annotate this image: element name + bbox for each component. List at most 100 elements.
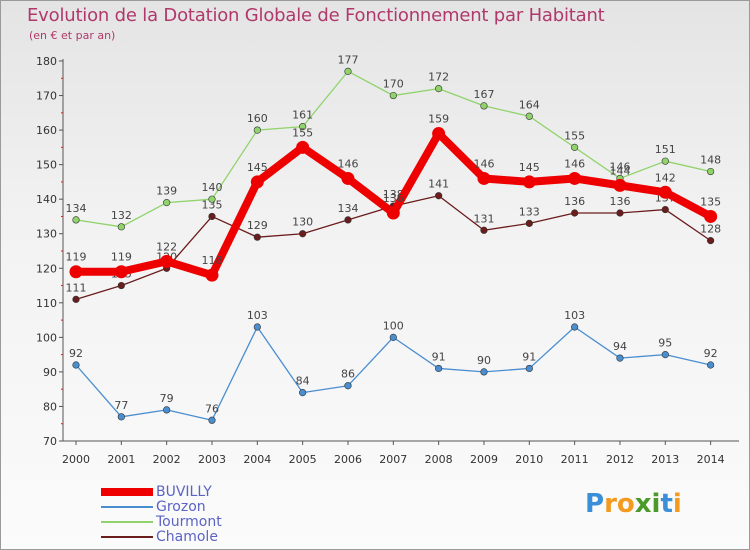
data-label-grozon: 94 [613,340,627,353]
data-point-tourmont [344,67,352,75]
data-label-buvilly: 136 [383,192,404,205]
data-point-buvilly [568,171,582,185]
data-point-buvilly [341,171,355,185]
data-label-grozon: 92 [704,347,718,360]
logo-letter: P [585,489,605,519]
legend-label-buvilly: BUVILLY [156,484,212,500]
y-tick-label: 90 [43,366,57,379]
data-label-tourmont: 140 [201,181,222,194]
chart-subtitle: (en € et par an) [29,29,116,42]
legend-swatch-grozon [101,506,153,508]
data-label-grozon: 103 [247,309,268,322]
data-point-grozon [72,361,80,369]
data-point-buvilly [522,175,536,189]
y-tick-label: 120 [36,262,57,275]
data-label-buvilly: 122 [156,240,177,253]
data-point-buvilly [704,209,718,223]
data-point-grozon [707,361,715,369]
data-label-tourmont: 177 [337,53,358,66]
data-point-grozon [661,351,669,359]
data-label-tourmont: 134 [66,202,87,215]
data-label-grozon: 91 [522,350,536,363]
x-tick-label: 2010 [515,453,543,466]
data-point-buvilly [296,140,310,154]
data-point-buvilly [114,265,128,279]
data-label-tourmont: 155 [564,129,585,142]
data-label-buvilly: 159 [428,113,449,126]
data-label-tourmont: 132 [111,209,132,222]
data-label-grozon: 77 [114,399,128,412]
data-label-chamole: 133 [519,205,540,218]
data-label-buvilly: 135 [700,195,721,208]
data-point-grozon [525,364,533,373]
y-tick-label: 170 [36,90,57,103]
data-label-chamole: 134 [337,202,358,215]
y-tick-label: 130 [36,228,57,241]
data-point-grozon [253,323,261,331]
y-tick-label: 180 [36,55,57,68]
data-point-tourmont [72,216,80,224]
data-label-grozon: 79 [160,392,174,405]
y-tick-label: 160 [36,124,57,137]
data-point-chamole [571,209,579,217]
data-point-buvilly [658,185,672,199]
logo-letter: r [604,489,617,519]
data-point-tourmont [480,102,488,110]
x-tick-label: 2005 [289,453,317,466]
data-label-grozon: 76 [205,402,219,415]
data-point-tourmont [571,143,579,151]
logo-letter: i [651,489,661,519]
data-point-grozon [389,333,397,341]
x-tick-label: 2000 [62,453,90,466]
data-point-buvilly [160,254,174,268]
y-tick-label: 100 [36,331,57,344]
data-point-buvilly [477,171,491,185]
x-tick-label: 2002 [153,453,181,466]
x-tick-label: 2013 [651,453,679,466]
data-point-chamole [616,209,624,217]
data-label-chamole: 136 [609,195,630,208]
legend-item-buvilly: BUVILLY [101,484,301,500]
data-label-tourmont: 161 [292,109,313,122]
data-label-chamole: 136 [564,195,585,208]
data-label-buvilly: 144 [609,164,630,177]
data-label-chamole: 111 [66,281,87,294]
data-label-buvilly: 119 [111,251,132,264]
data-label-buvilly: 146 [473,157,494,170]
data-label-buvilly: 155 [292,126,313,139]
data-label-tourmont: 170 [383,78,404,91]
data-point-grozon [299,389,307,397]
legend-item-tourmont: Tourmont [101,514,301,530]
data-point-grozon [571,323,579,331]
data-label-buvilly: 145 [247,161,268,174]
data-label-chamole: 141 [428,178,449,191]
data-label-tourmont: 172 [428,71,449,84]
legend-item-grozon: Grozon [101,499,301,515]
data-point-chamole [435,192,443,200]
data-label-tourmont: 164 [519,98,540,111]
legend-label-grozon: Grozon [156,499,206,515]
data-point-grozon [163,406,171,414]
logo-letter: o [616,489,635,519]
legend-item-chamole: Chamole [101,529,301,545]
x-tick-label: 2001 [107,453,135,466]
data-point-buvilly [250,175,264,189]
data-point-tourmont [253,126,261,134]
data-label-grozon: 84 [296,375,310,388]
data-label-tourmont: 148 [700,154,721,167]
x-tick-label: 2014 [697,453,725,466]
data-label-buvilly: 146 [564,157,585,170]
data-label-grozon: 90 [477,354,491,367]
y-tick-label: 150 [36,159,57,172]
data-label-grozon: 92 [69,347,83,360]
x-tick-label: 2004 [243,453,271,466]
x-tick-label: 2006 [334,453,362,466]
legend-label-chamole: Chamole [156,529,218,545]
x-tick-label: 2003 [198,453,226,466]
data-point-chamole [344,216,352,224]
proxiti-logo: Proxiti [585,489,682,519]
x-tick-label: 2008 [425,453,453,466]
data-label-chamole: 135 [201,198,222,211]
data-label-tourmont: 146 [609,160,630,173]
